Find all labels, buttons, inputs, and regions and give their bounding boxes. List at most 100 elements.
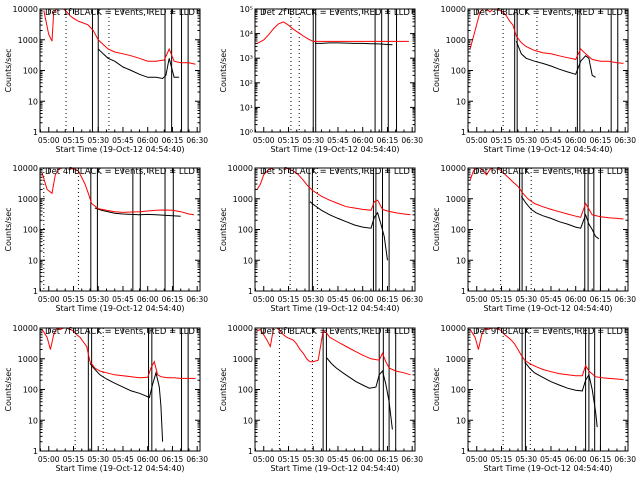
x-tick-label: 05:45 [112,136,134,145]
x-tick-label: 05:00 [253,455,275,464]
y-axis-label: Counts/sec [4,367,13,411]
x-tick-label: 05:30 [515,455,537,464]
plot-frame [467,327,629,452]
panel-det-7f: 1 10 100 1000 10000 05:00 05:15 05:30 05:45 06:00… [4,324,208,473]
x-tick-label: 06:15 [377,136,399,145]
y-tick-label: 10⁵ [240,5,253,14]
x-tick-label: 06:00 [565,295,587,304]
plot-frame [254,167,416,292]
y-tick-label: 10³ [240,54,253,63]
panel-title: Det 5f BLACK = Events, RED = LLD [260,167,410,177]
panel-title: Det 1f BLACK = Events, RED = LLD [45,8,195,18]
y-tick-label: 10¹ [240,103,253,112]
x-tick-label: 05:15 [278,455,300,464]
y-tick-label: 1 [248,447,253,456]
y-tick-label: 10000 [13,324,38,333]
y-tick-label: 100 [451,226,466,235]
x-tick-label: 06:30 [614,455,636,464]
x-tick-label: 05:30 [302,136,324,145]
x-tick-label: 06:30 [186,295,208,304]
events-series-line [97,48,180,80]
panel-det-5f: 1 10 100 1000 10000 05:00 05:15 05:30 05:45 06:00… [219,164,423,313]
x-axis-label: Start Time (19-Oct-12 04:54:40) [55,464,184,473]
x-tick-label: 06:30 [186,455,208,464]
y-tick-label: 1000 [446,355,466,364]
y-tick-label: 10000 [441,324,466,333]
x-tick-label: 05:30 [87,455,109,464]
y-tick-label: 10⁰ [240,128,253,137]
y-tick-label: 10⁴ [240,30,253,39]
x-tick-label: 06:30 [401,136,423,145]
x-tick-label: 06:30 [614,295,636,304]
lld-series-line [41,328,196,379]
y-tick-label: 10 [456,256,466,265]
y-tick-label: 1 [248,287,253,296]
x-tick-label: 05:30 [302,295,324,304]
panel-det-4f: 1 10 100 1000 10000 05:00 05:15 05:30 05:45 06:00… [4,164,208,313]
lld-series-line [469,168,624,220]
y-axis-label: Counts/sec [432,48,441,92]
lld-series-line [41,168,194,216]
panel-title: Det 8f BLACK = Events, RED = LLD [260,327,410,337]
y-tick-label: 100 [238,226,253,235]
y-tick-label: 10 [28,97,38,106]
x-tick-label: 06:00 [352,295,374,304]
events-series-line [520,196,600,240]
y-axis-label: Counts/sec [219,48,228,92]
x-tick-label: 05:45 [540,295,562,304]
y-axis-label: Counts/sec [432,367,441,411]
y-tick-label: 1 [461,128,466,137]
plot-frame [39,327,201,452]
events-series-line [515,41,596,78]
panel-title: Det 6f BLACK = Events, RED = LLD [473,167,623,177]
x-tick-label: 05:00 [253,295,275,304]
x-axis-label: Start Time (19-Oct-12 04:54:40) [483,304,612,313]
y-tick-label: 1000 [18,36,38,45]
x-axis-label: Start Time (19-Oct-12 04:54:40) [55,145,184,154]
y-tick-label: 100 [23,386,38,395]
y-tick-label: 100 [451,67,466,76]
x-tick-label: 06:15 [590,295,612,304]
x-tick-label: 06:15 [162,455,184,464]
x-tick-label: 05:15 [491,455,513,464]
x-tick-label: 05:45 [112,455,134,464]
x-tick-label: 05:00 [253,136,275,145]
x-tick-label: 05:45 [540,455,562,464]
x-tick-label: 06:15 [162,295,184,304]
x-tick-label: 05:45 [327,455,349,464]
y-axis-label: Counts/sec [4,48,13,92]
lld-series-line [256,328,411,376]
events-series-line [94,207,181,217]
y-tick-label: 100 [23,67,38,76]
y-tick-label: 1000 [446,36,466,45]
y-tick-label: 1 [33,287,38,296]
x-axis-label: Start Time (19-Oct-12 04:54:40) [270,145,399,154]
x-tick-label: 05:30 [515,295,537,304]
x-tick-label: 05:15 [278,136,300,145]
plot-frame [254,8,416,133]
y-tick-label: 10000 [13,164,38,173]
y-tick-label: 1000 [18,355,38,364]
x-tick-label: 06:15 [590,455,612,464]
lld-series-line [469,328,624,381]
x-tick-label: 05:00 [466,455,488,464]
x-tick-label: 06:30 [401,295,423,304]
y-tick-label: 100 [23,226,38,235]
y-tick-label: 1 [33,128,38,137]
x-tick-label: 06:15 [377,455,399,464]
panel-det-8f: 1 10 100 1000 10000 05:00 05:15 05:30 05:45 06:00… [219,324,423,473]
panel-title: Det 2f BLACK = Events, RED = LLD [260,8,410,18]
y-axis-label: Counts/sec [219,207,228,251]
y-tick-label: 10000 [228,164,253,173]
panel-det-9f: 1 10 100 1000 10000 05:00 05:15 05:30 05:45 06:00… [432,324,636,473]
panel-title: Det 4f BLACK = Events, RED = LLD [45,167,195,177]
y-tick-label: 100 [451,386,466,395]
panel-title: Det 3f BLACK = Events, RED = LLD [473,8,623,18]
events-series-line [314,42,393,46]
x-tick-label: 05:00 [466,136,488,145]
y-tick-label: 1 [461,287,466,296]
x-tick-label: 05:00 [38,455,60,464]
events-series-line [89,363,164,442]
lld-series-line [43,9,196,65]
